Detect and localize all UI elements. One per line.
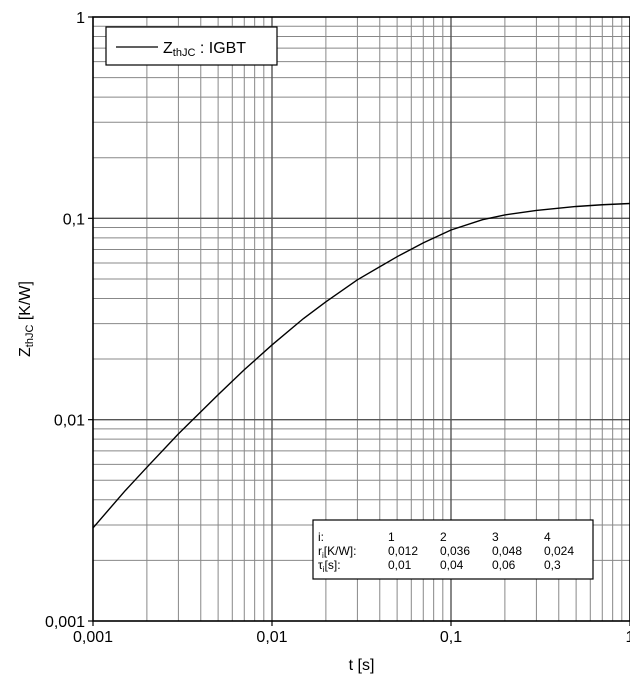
param-table-box xyxy=(312,519,594,580)
param-cell: 0,04 xyxy=(440,558,464,572)
series-group xyxy=(92,202,630,529)
x-tick-label: 0,01 xyxy=(256,629,287,646)
param-row-label-main: i: xyxy=(318,530,324,544)
param-cell: 4 xyxy=(544,530,551,544)
legend-label-rest: : IGBT xyxy=(195,40,246,57)
param-row-label-rest: [K/W]: xyxy=(324,544,357,558)
x-tick-label: 0,001 xyxy=(73,629,113,646)
param-cell: 0,024 xyxy=(544,544,574,558)
param-cell: 0,012 xyxy=(388,544,418,558)
x-tick-label: 1 xyxy=(626,629,630,646)
y-axis-title-main: Z xyxy=(17,347,34,357)
x-tick-labels: 0,001 0,01 0,1 1 xyxy=(73,629,630,646)
series-line-zthjc-igbt xyxy=(92,202,630,529)
param-cell: 0,06 xyxy=(492,558,516,572)
y-axis-title: ZthJC [K/W] xyxy=(17,281,36,357)
legend-label-main: Z xyxy=(163,40,173,57)
param-cell: 0,048 xyxy=(492,544,522,558)
param-table: i: 1 2 3 4ri[K/W]: 0,012 0,036 0,048 0,024τi[s]:… xyxy=(312,519,594,580)
y-tick-labels: 0,001 0,01 0,1 1 xyxy=(45,10,85,631)
param-row-label: ri[K/W]: xyxy=(318,544,356,560)
param-row-label-sub: i xyxy=(322,551,324,560)
y-axis-title-sub: thJC xyxy=(24,325,36,348)
param-cell: 3 xyxy=(492,530,499,544)
x-axis-title: t [s] xyxy=(349,657,375,674)
legend: ZthJC : IGBT xyxy=(105,26,278,66)
grid-major xyxy=(93,17,630,621)
legend-label-sub: thJC xyxy=(173,47,196,59)
y-axis-title-unit: [K/W] xyxy=(17,281,34,325)
x-tick-label: 0,1 xyxy=(440,629,462,646)
param-row-label: τi[s]: xyxy=(318,558,341,574)
legend-label: ZthJC : IGBT xyxy=(163,40,246,59)
param-cell: 2 xyxy=(440,530,447,544)
tick-marks xyxy=(88,16,630,626)
plot-frame xyxy=(92,16,630,622)
param-row-label-main: r xyxy=(318,544,322,558)
param-row-label-rest: [s]: xyxy=(325,558,341,572)
param-row-label-sub: i xyxy=(323,565,325,574)
y-tick-label: 0,01 xyxy=(54,413,85,430)
y-tick-label: 0,001 xyxy=(45,614,85,631)
param-cell: 0,036 xyxy=(440,544,470,558)
param-cell: 1 xyxy=(388,530,395,544)
y-tick-label: 0,1 xyxy=(63,211,85,228)
param-cell: 0,01 xyxy=(388,558,412,572)
param-row-label: i: xyxy=(318,530,324,544)
y-tick-label: 1 xyxy=(76,10,85,27)
param-row-label-main: τ xyxy=(318,558,323,572)
param-cell: 0,3 xyxy=(544,558,561,572)
legend-box xyxy=(105,26,278,66)
